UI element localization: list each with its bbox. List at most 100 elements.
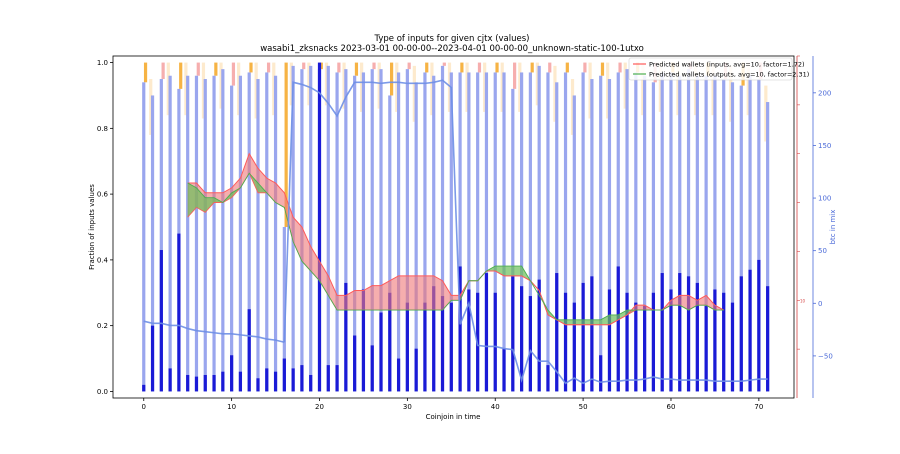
light-bar (643, 75, 647, 392)
dark-bar (177, 233, 181, 392)
y-tick-label: 0.6 (97, 191, 109, 199)
light-bar (396, 72, 401, 392)
light-bar (476, 72, 480, 392)
light-bar (168, 75, 172, 392)
y3-tick-label: 10 (800, 298, 806, 303)
dark-bar (449, 302, 453, 392)
dark-bar (247, 309, 251, 392)
light-bar (484, 72, 489, 392)
light-bar (150, 95, 155, 392)
y-tick-label: 0.4 (97, 256, 109, 264)
dark-bar (194, 376, 199, 392)
dark-bar (484, 273, 489, 392)
inputs-wallets-band (187, 153, 724, 325)
dark-bar (766, 286, 770, 392)
light-bar (634, 72, 638, 392)
dark-bar (520, 286, 524, 392)
category-strip (337, 62, 341, 73)
category-strip (535, 62, 539, 106)
category-strip (548, 62, 552, 73)
legend-label-inputs: Predicted wallets (inputs, avg=10, facto… (649, 61, 805, 69)
category-strip (219, 62, 223, 109)
y2-tick-label: 0 (818, 300, 822, 308)
dark-bar (599, 355, 603, 392)
light-bar (212, 75, 216, 392)
category-strip (179, 62, 183, 89)
light-bar (344, 69, 348, 392)
category-strip (395, 62, 399, 112)
dark-bar (695, 282, 699, 392)
light-bar (326, 65, 330, 392)
x-tick-label: 60 (667, 403, 676, 411)
dark-bar (379, 312, 383, 392)
light-bar (766, 102, 770, 392)
category-strip (460, 62, 464, 73)
y2-tick-label: 100 (818, 195, 831, 203)
dark-bar (467, 289, 471, 392)
dark-bar (238, 371, 243, 392)
dark-bar (643, 305, 647, 392)
dark-bar (282, 358, 286, 392)
light-bar (590, 79, 594, 392)
dark-bar (370, 345, 374, 392)
chart-subtitle: wasabi1_zksnacks 2023-03-01 00-00-00--20… (260, 44, 644, 54)
light-bar (361, 72, 366, 392)
light-bar (230, 85, 234, 392)
axes: 0 10 20 30 40 50 60 70 0.0 0.2 0.4 0.6 0.8 1.0 −50 0 50 1… (97, 55, 833, 411)
dark-bar (353, 335, 357, 392)
category-strip (641, 62, 645, 116)
category-strip (149, 79, 153, 135)
dark-bar (159, 250, 163, 392)
category-strip (477, 62, 482, 73)
dark-bar (651, 292, 656, 392)
y2-tick-label: −50 (818, 352, 833, 360)
dark-bar (405, 302, 409, 392)
light-bar (203, 79, 207, 392)
dark-bar (212, 374, 216, 392)
light-bar (695, 75, 699, 392)
light-bar (616, 72, 620, 392)
light-bar (370, 69, 374, 392)
light-bar (353, 75, 357, 392)
category-strip (658, 62, 662, 112)
dark-bar (256, 378, 260, 392)
light-bar (607, 79, 612, 392)
dark-bar (528, 296, 532, 392)
category-strip (442, 62, 446, 66)
x-tick-label: 70 (754, 403, 763, 411)
category-strip (588, 62, 592, 119)
light-bar (458, 72, 462, 392)
dark-bar (150, 325, 155, 392)
dark-bar (616, 266, 620, 392)
light-bar (686, 69, 691, 392)
dark-bar (607, 289, 612, 392)
dark-bar (230, 355, 234, 392)
light-bar (423, 72, 427, 392)
dark-bar (546, 365, 550, 392)
category-strip (354, 62, 359, 76)
dark-bar (704, 305, 708, 392)
y-tick-label: 0.2 (97, 322, 108, 330)
category-strip (254, 62, 258, 119)
x-tick-label: 20 (315, 403, 324, 411)
dark-bar (221, 371, 225, 392)
light-bar (528, 72, 532, 392)
category-strip (425, 62, 429, 73)
light-bar (713, 75, 717, 392)
category-strip (161, 62, 165, 80)
category-strip (764, 85, 768, 142)
category-strip (711, 62, 715, 116)
light-bar (432, 75, 436, 392)
legend-label-outputs: Predicted wallets (outputs, avg=10, fact… (649, 71, 809, 79)
dark-bar (678, 273, 682, 392)
dark-bar (186, 374, 190, 392)
light-bar (379, 69, 383, 392)
category-strip (495, 62, 499, 73)
category-strip (360, 62, 364, 112)
category-strip (518, 62, 522, 112)
light-bar (335, 72, 339, 392)
light-bar (186, 75, 190, 392)
category-strip (307, 62, 311, 106)
dark-bar (669, 289, 673, 392)
